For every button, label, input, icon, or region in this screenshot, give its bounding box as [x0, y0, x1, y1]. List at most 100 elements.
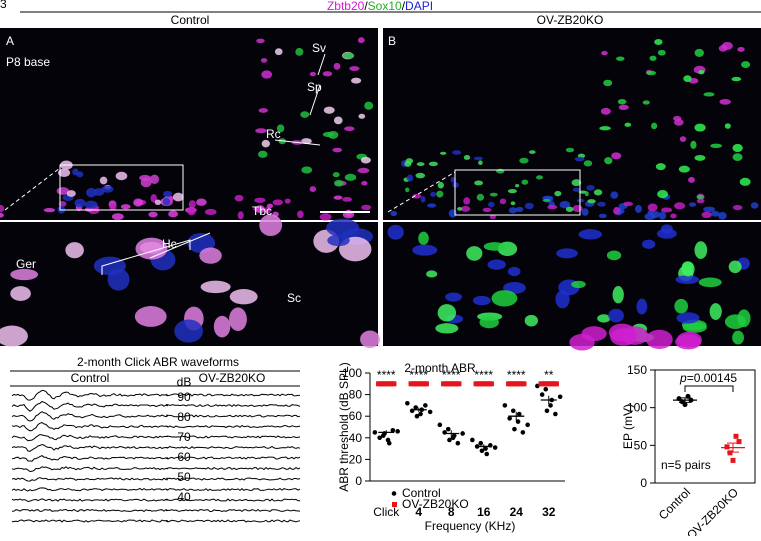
- cell: [696, 194, 704, 200]
- cell: [274, 48, 283, 56]
- cell: [448, 209, 457, 218]
- point: [512, 426, 517, 432]
- cell: [109, 203, 117, 211]
- cell: [571, 179, 582, 187]
- cell: [641, 239, 656, 249]
- cell: [524, 202, 534, 210]
- cell: [163, 190, 173, 198]
- waveform: [11, 466, 169, 473]
- point: [455, 440, 461, 446]
- point: [451, 433, 457, 438]
- cell: [670, 213, 677, 219]
- point: [515, 419, 521, 424]
- cell: [709, 303, 722, 320]
- y-axis-label: ABR threshold (dB SPL): [337, 362, 351, 491]
- point: [682, 402, 688, 408]
- y-tick-label: 50: [634, 438, 648, 452]
- cell: [599, 126, 611, 131]
- stain-text: Zbtb20: [327, 0, 365, 13]
- cell: [86, 187, 97, 198]
- waveform: [165, 403, 301, 408]
- cell: [168, 210, 178, 218]
- y-tick-label: 80: [349, 388, 363, 402]
- cell: [507, 189, 517, 194]
- cell: [650, 211, 661, 219]
- cell: [0, 212, 4, 218]
- point: [520, 430, 526, 435]
- cell: [623, 201, 634, 207]
- cell: [412, 244, 438, 256]
- cell: [491, 290, 518, 307]
- cell: [99, 176, 108, 185]
- cell: [510, 201, 516, 206]
- point: [539, 392, 545, 397]
- y-tick-label: 40: [349, 431, 363, 445]
- cell: [301, 138, 312, 144]
- x-tick-label: OV-ZB20KO: [684, 485, 741, 536]
- cell: [361, 204, 372, 211]
- waveform: [11, 508, 169, 513]
- cell: [658, 211, 667, 220]
- cell: [576, 198, 585, 203]
- cell: [313, 229, 340, 253]
- cell: [613, 206, 621, 215]
- cell: [101, 185, 114, 193]
- point: [557, 394, 563, 400]
- cell: [199, 247, 222, 264]
- frame: [654, 369, 756, 484]
- cell: [542, 198, 551, 202]
- waveform: [11, 411, 169, 422]
- cell: [349, 66, 360, 71]
- waveform: [166, 498, 300, 502]
- point: [553, 411, 558, 417]
- panel-label: A: [6, 34, 14, 48]
- cell: [601, 50, 608, 56]
- point: [405, 400, 410, 406]
- x-tick-label: 32: [542, 505, 556, 519]
- cell: [72, 168, 79, 176]
- cell: [460, 205, 471, 212]
- waveform: [165, 445, 301, 450]
- cell: [479, 316, 499, 329]
- point: [478, 440, 484, 446]
- stain-sep: /: [364, 0, 368, 13]
- cell: [342, 52, 355, 59]
- point: [727, 450, 733, 456]
- cell: [452, 150, 462, 155]
- point: [470, 437, 475, 443]
- stain: Zbtb20/Sox10/DAPI: [327, 0, 433, 13]
- cell: [319, 213, 332, 221]
- panel-title: OV-ZB20KO: [537, 13, 604, 27]
- point: [736, 439, 742, 445]
- cell: [608, 308, 624, 323]
- point: [390, 427, 396, 433]
- cell: [188, 200, 196, 209]
- db-level: 80: [177, 410, 191, 424]
- cell: [741, 61, 751, 68]
- significance: ****: [474, 368, 493, 382]
- cell: [420, 195, 426, 203]
- cell: [610, 191, 619, 199]
- cell: [107, 268, 130, 291]
- point: [730, 457, 736, 463]
- cell: [675, 334, 702, 350]
- cell: [694, 123, 706, 132]
- cell: [358, 113, 366, 119]
- cell: [681, 261, 695, 277]
- age-label: P8 base: [6, 55, 50, 69]
- cell: [332, 172, 340, 178]
- cell: [322, 131, 334, 138]
- cell: [333, 116, 343, 125]
- point: [460, 431, 465, 436]
- waveforms: [11, 389, 301, 523]
- waveform: [165, 477, 301, 481]
- significance-bracket: [684, 385, 734, 392]
- cell: [309, 186, 317, 193]
- cell: [593, 189, 603, 196]
- micrographs: [0, 28, 761, 351]
- cell: [728, 260, 742, 274]
- cell: [133, 198, 144, 207]
- point: [724, 444, 730, 450]
- point: [413, 405, 419, 410]
